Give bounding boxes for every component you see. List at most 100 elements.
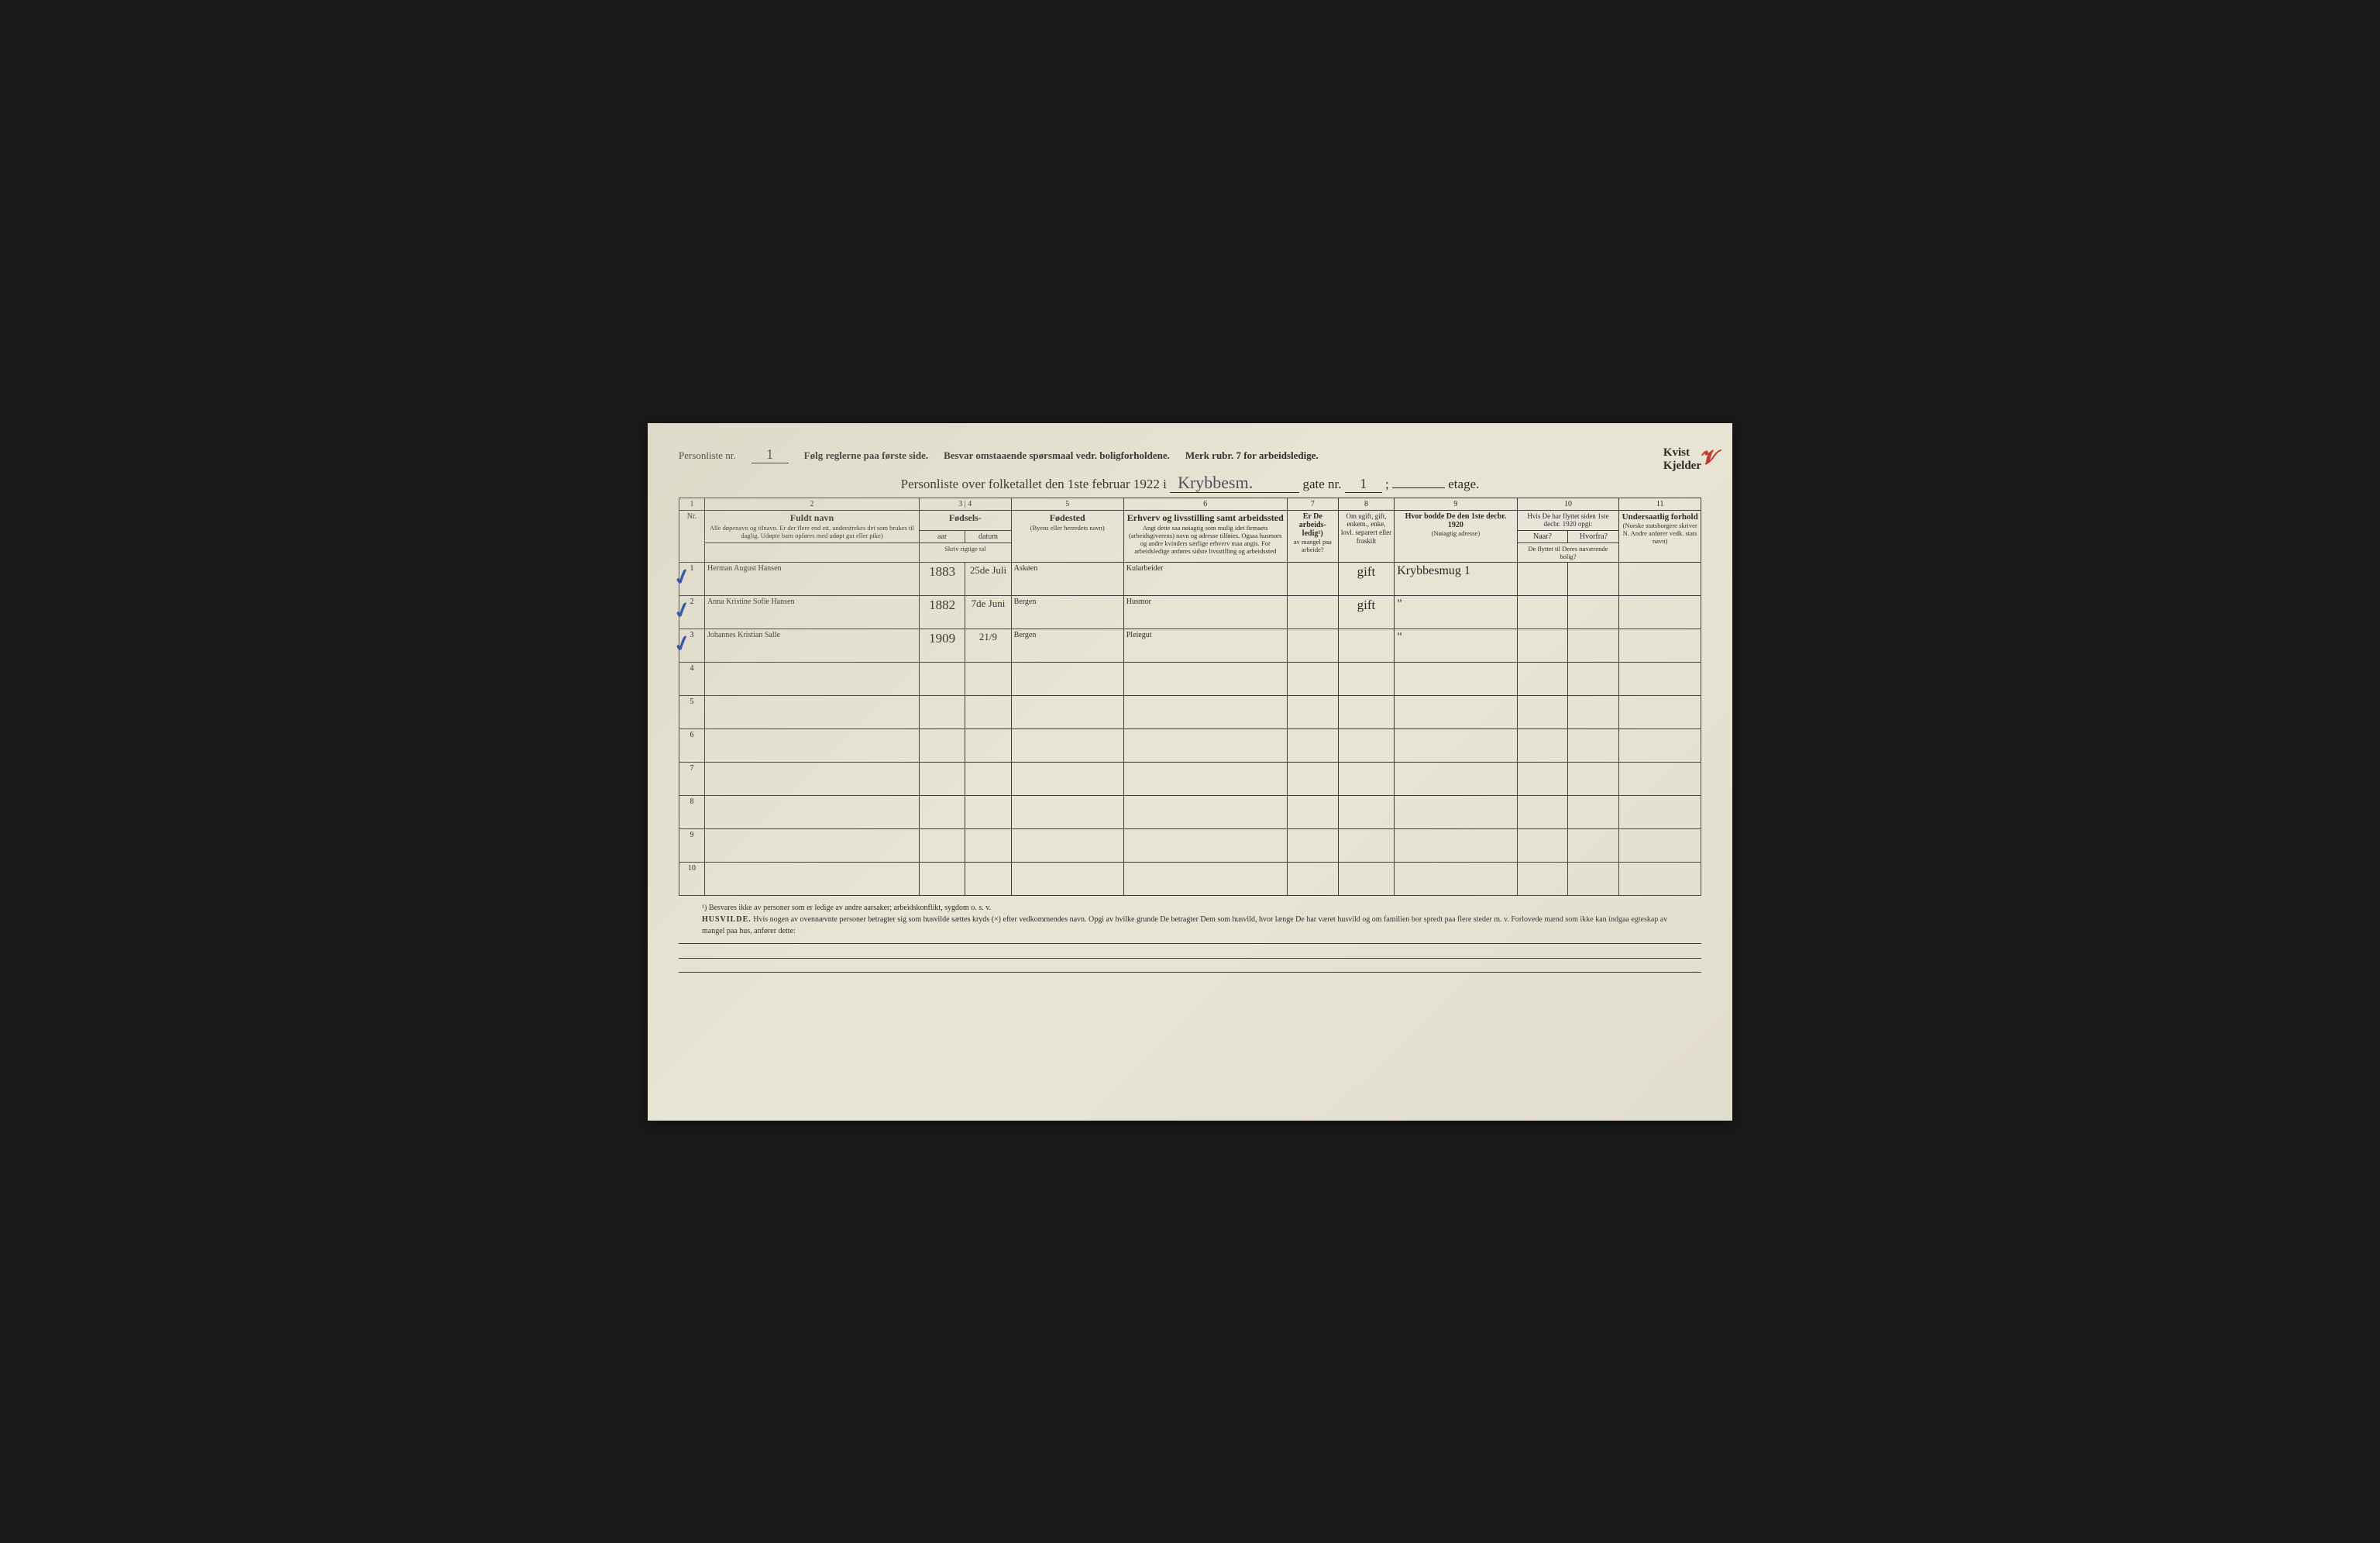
census-table: 1 2 3 | 4 5 6 7 8 9 10 11 Nr. Fuldt navn…	[679, 498, 1701, 897]
etage-label: etage.	[1448, 477, 1479, 491]
cell-empty	[1619, 829, 1701, 863]
row-number: 6	[679, 729, 705, 763]
colhead-hvorfra: Hvorfra?	[1568, 531, 1619, 543]
cell-birthplace: Askøen	[1011, 563, 1123, 596]
colnum-9: 9	[1395, 498, 1517, 510]
row-number: 7	[679, 763, 705, 796]
cell-empty	[1011, 729, 1123, 763]
cell-moved-from	[1568, 596, 1619, 629]
colhead-moved-sub: De flyttet til Deres nuværende bolig?	[1517, 543, 1619, 563]
cell-moved-when	[1517, 629, 1568, 663]
cell-empty	[1395, 663, 1517, 696]
footnote-2-text: Hvis nogen av ovennævnte personer betrag…	[702, 915, 1667, 935]
kvist-label: Kvist	[1663, 446, 1701, 460]
table-row: ✓3Johannes Kristian Salle190921/9BergenP…	[679, 629, 1701, 663]
cell-birthplace: Bergen	[1011, 629, 1123, 663]
cell-empty	[1568, 796, 1619, 829]
cell-empty	[1011, 796, 1123, 829]
cell-occupation: Kularbeider	[1123, 563, 1287, 596]
cell-empty	[1395, 696, 1517, 729]
gate-number: 1	[1345, 476, 1382, 493]
row-number: 4	[679, 663, 705, 696]
cell-marital: gift	[1338, 563, 1395, 596]
cell-empty	[1338, 829, 1395, 863]
cell-empty	[1395, 829, 1517, 863]
cell-empty	[1568, 863, 1619, 896]
cell-empty	[1123, 663, 1287, 696]
cell-date: 25de Juli	[965, 563, 1011, 596]
instruction-1: Følg reglerne paa første side.	[804, 449, 928, 462]
cell-birthplace: Bergen	[1011, 596, 1123, 629]
cell-empty	[919, 696, 965, 729]
colhead-marital: Om ugift, gift, enkem., enke, lovl. sepa…	[1338, 510, 1395, 563]
cell-moved-from	[1568, 629, 1619, 663]
table-row-empty: 10	[679, 863, 1701, 896]
cell-empty	[919, 729, 965, 763]
colhead-birth-sub: Skriv rigtige tal	[919, 543, 1011, 563]
cell-moved-from	[1568, 563, 1619, 596]
cell-empty	[1338, 729, 1395, 763]
title-row: Personliste over folketallet den 1ste fe…	[679, 473, 1701, 493]
cell-addr1920: "	[1395, 596, 1517, 629]
cell-empty	[1517, 696, 1568, 729]
colhead-naar: Naar?	[1517, 531, 1568, 543]
cell-empty	[965, 763, 1011, 796]
cell-empty	[1123, 829, 1287, 863]
cell-empty	[919, 796, 965, 829]
colnum-11: 11	[1619, 498, 1701, 510]
cell-empty	[1568, 663, 1619, 696]
colnum-7: 7	[1287, 498, 1338, 510]
cell-citizen	[1619, 629, 1701, 663]
cell-empty	[1619, 796, 1701, 829]
personliste-label: Personliste nr.	[679, 449, 736, 462]
colnum-10: 10	[1517, 498, 1619, 510]
cell-year: 1883	[919, 563, 965, 596]
footnote-1: ¹) Besvares ikke av personer som er ledi…	[702, 902, 1678, 914]
cell-empty	[1011, 763, 1123, 796]
cell-empty	[919, 863, 965, 896]
footnotes: ¹) Besvares ikke av personer som er ledi…	[679, 902, 1701, 937]
table-header: 1 2 3 | 4 5 6 7 8 9 10 11 Nr. Fuldt navn…	[679, 498, 1701, 563]
cell-empty	[965, 729, 1011, 763]
cell-date: 21/9	[965, 629, 1011, 663]
cell-empty	[1123, 863, 1287, 896]
cell-empty	[1011, 663, 1123, 696]
cell-empty	[1011, 696, 1123, 729]
cell-empty	[1123, 763, 1287, 796]
cell-empty	[1619, 696, 1701, 729]
cell-empty	[1619, 863, 1701, 896]
personliste-number: 1	[751, 446, 789, 463]
row-number: ✓2	[679, 596, 705, 629]
cell-empty	[1568, 763, 1619, 796]
cell-empty	[1287, 696, 1338, 729]
colhead-unemployed: Er De arbeids-ledig¹) av mangel paa arbe…	[1287, 510, 1338, 563]
cell-empty	[1517, 663, 1568, 696]
corner-labels: Kvist Kjelder 𝓥	[1663, 446, 1701, 473]
cell-empty	[1011, 863, 1123, 896]
cell-empty	[1568, 696, 1619, 729]
table-row: ✓1Herman August Hansen188325de JuliAskøe…	[679, 563, 1701, 596]
kjelder-label: Kjelder	[1663, 460, 1701, 473]
table-row: ✓2Anna Kristine Sofie Hansen18827de Juni…	[679, 596, 1701, 629]
cell-empty	[1517, 796, 1568, 829]
cell-empty	[1395, 863, 1517, 896]
cell-empty	[704, 729, 919, 763]
row-number: 8	[679, 796, 705, 829]
cell-name: Johannes Kristian Salle	[704, 629, 919, 663]
title-prefix: Personliste over folketallet den 1ste fe…	[901, 477, 1167, 491]
cell-empty	[965, 863, 1011, 896]
cell-addr1920: Krybbesmug 1	[1395, 563, 1517, 596]
cell-empty	[1338, 696, 1395, 729]
instruction-3: Merk rubr. 7 for arbeidsledige.	[1185, 449, 1319, 462]
cell-empty	[1338, 863, 1395, 896]
cell-empty	[1287, 796, 1338, 829]
colhead-name-blank	[704, 543, 919, 563]
table-row-empty: 4	[679, 663, 1701, 696]
cell-name: Herman August Hansen	[704, 563, 919, 596]
footer-ruled-lines	[679, 943, 1701, 973]
table-row-empty: 8	[679, 796, 1701, 829]
cell-marital: gift	[1338, 596, 1395, 629]
cell-empty	[704, 829, 919, 863]
footnote-2: HUSVILDE. Hvis nogen av ovennævnte perso…	[702, 914, 1678, 937]
checkmark-icon: ✓	[670, 563, 694, 592]
